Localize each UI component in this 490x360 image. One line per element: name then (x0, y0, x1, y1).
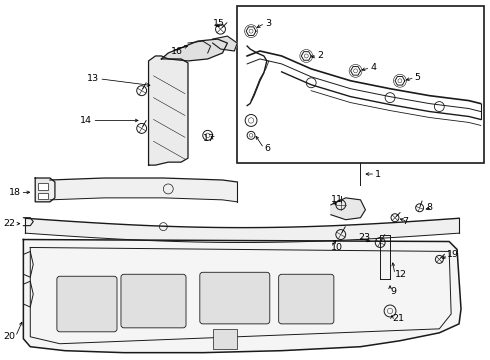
Polygon shape (148, 56, 188, 165)
Bar (38, 193, 48, 199)
Text: 11: 11 (331, 195, 343, 204)
Text: 15: 15 (213, 19, 224, 28)
Text: 3: 3 (265, 19, 271, 28)
Polygon shape (35, 178, 55, 202)
FancyBboxPatch shape (200, 272, 270, 324)
FancyBboxPatch shape (121, 274, 186, 328)
Text: 1: 1 (375, 170, 381, 179)
Text: 21: 21 (392, 314, 404, 323)
Polygon shape (161, 39, 227, 61)
Text: 17: 17 (202, 134, 215, 143)
Text: 14: 14 (80, 116, 93, 125)
Text: 9: 9 (390, 287, 396, 296)
Text: 19: 19 (447, 250, 459, 259)
Polygon shape (25, 218, 459, 243)
Text: 16: 16 (171, 46, 183, 55)
Polygon shape (331, 198, 366, 220)
Bar (237, 6, 484, 163)
Text: 2: 2 (317, 51, 323, 60)
Text: 6: 6 (264, 144, 270, 153)
FancyBboxPatch shape (57, 276, 117, 332)
Bar (38, 183, 48, 190)
Polygon shape (50, 178, 237, 202)
Text: 18: 18 (8, 188, 21, 197)
Text: 7: 7 (402, 217, 408, 226)
Text: 23: 23 (359, 233, 370, 242)
Text: 4: 4 (370, 63, 376, 72)
Text: 5: 5 (415, 73, 421, 82)
FancyBboxPatch shape (279, 274, 334, 324)
Text: 13: 13 (87, 74, 99, 83)
Text: 10: 10 (331, 243, 343, 252)
Text: 20: 20 (3, 332, 16, 341)
Text: 12: 12 (395, 270, 407, 279)
Polygon shape (24, 239, 461, 353)
Text: 8: 8 (426, 203, 433, 212)
Polygon shape (213, 36, 237, 51)
Text: 22: 22 (3, 219, 16, 228)
Bar (213, 329, 237, 349)
